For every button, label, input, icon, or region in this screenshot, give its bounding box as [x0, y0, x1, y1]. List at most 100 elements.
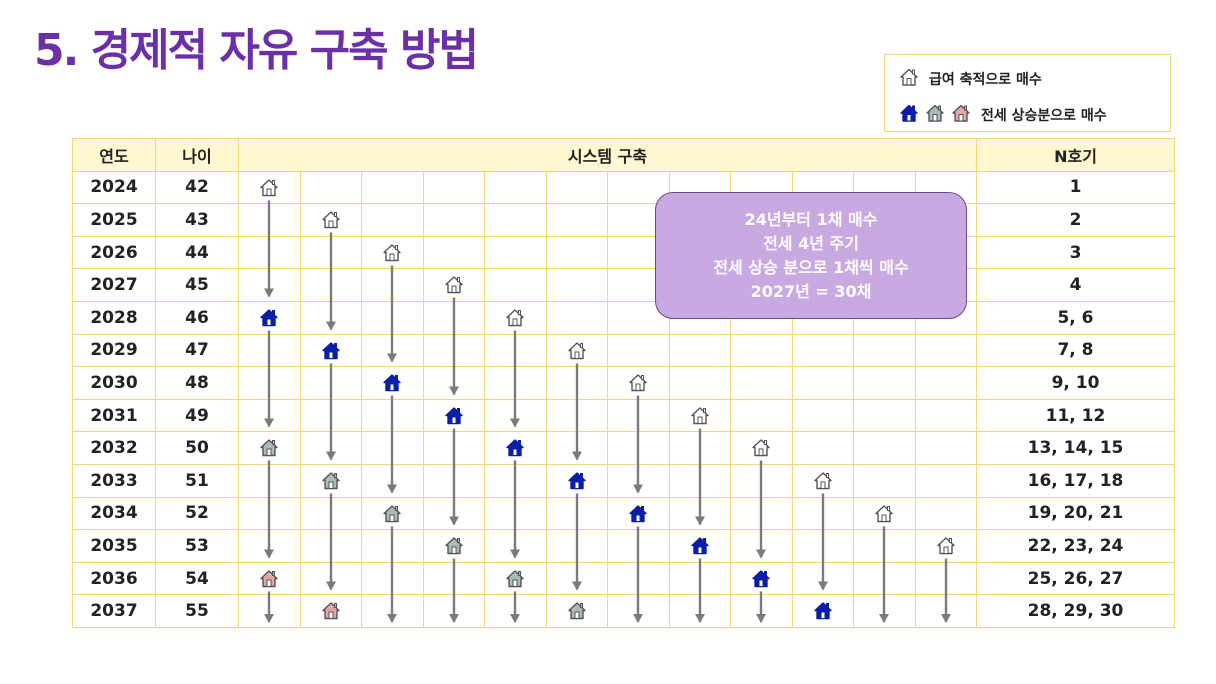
system-cell: [914, 496, 977, 531]
system-cell: [422, 529, 485, 563]
system-cell: [668, 398, 731, 433]
year-cell: 2030: [72, 366, 156, 400]
table-header-row: 연도 나이 시스템 구축 N호기: [72, 138, 1175, 172]
table-row: 2035 53 22, 23, 24: [72, 529, 1175, 563]
age-cell: 46: [155, 300, 239, 335]
system-cell: [668, 333, 731, 368]
system-cell: [484, 463, 547, 498]
system-cell: [853, 366, 916, 400]
system-cell: [791, 496, 854, 531]
system-cell: [545, 268, 608, 302]
system-cell: [853, 463, 916, 498]
system-cell: [484, 366, 547, 400]
system-cell: [299, 268, 362, 302]
system-cell: [545, 333, 608, 368]
table-row: 2031 49 11, 12: [72, 398, 1175, 433]
year-cell: 2029: [72, 333, 156, 368]
system-cell: [791, 561, 854, 596]
header-system: 시스템 구축: [238, 138, 977, 172]
table-row: 2029 47 7, 8: [72, 333, 1175, 368]
system-cell: [791, 529, 854, 563]
system-cell: [791, 333, 854, 368]
table-row: 2036 54 25, 26, 27: [72, 561, 1175, 596]
system-cell: [914, 333, 977, 368]
system-cell: [299, 561, 362, 596]
system-cell: [238, 561, 301, 596]
nth-cell: 22, 23, 24: [976, 529, 1175, 563]
table-row: 2024 42 1: [72, 170, 1175, 205]
system-cell: [730, 561, 793, 596]
system-cell: [545, 463, 608, 498]
system-cell: [730, 366, 793, 400]
legend-salary: 급여 축적으로 매수: [899, 67, 1042, 91]
system-cell: [545, 529, 608, 563]
system-cell: [545, 170, 608, 205]
table-row: 2030 48 9, 10: [72, 366, 1175, 400]
system-cell: [238, 203, 301, 237]
system-cell: [238, 300, 301, 335]
system-cell: [730, 529, 793, 563]
year-cell: 2026: [72, 235, 156, 270]
age-cell: 55: [155, 594, 239, 628]
system-cell: [914, 431, 977, 465]
legend-jeonse-label: 전세 상승분으로 매수: [981, 108, 1107, 124]
page-title: 5. 경제적 자유 구축 방법: [34, 25, 479, 76]
nth-cell: 25, 26, 27: [976, 561, 1175, 596]
header-year: 연도: [72, 138, 156, 172]
system-cell: [668, 529, 731, 563]
system-cell: [607, 561, 670, 596]
system-cell: [545, 594, 608, 628]
system-cell: [361, 268, 424, 302]
system-cell: [484, 235, 547, 270]
callout-line: 2027년 = 30채: [750, 281, 872, 301]
system-cell: [484, 333, 547, 368]
system-cell: [422, 496, 485, 531]
system-cell: [484, 203, 547, 237]
table-row: 2025 43 2: [72, 203, 1175, 237]
system-cell: [361, 203, 424, 237]
nth-cell: 19, 20, 21: [976, 496, 1175, 531]
system-cell: [730, 594, 793, 628]
nth-cell: 2: [976, 203, 1175, 237]
system-cell: [238, 463, 301, 498]
header-nth: N호기: [976, 138, 1175, 172]
system-cell: [238, 529, 301, 563]
system-cell: [545, 300, 608, 335]
system-cell: [668, 463, 731, 498]
system-cell: [422, 398, 485, 433]
system-cell: [299, 235, 362, 270]
system-cell: [238, 333, 301, 368]
nth-cell: 7, 8: [976, 333, 1175, 368]
nth-cell: 4: [976, 268, 1175, 302]
system-cell: [238, 398, 301, 433]
age-cell: 54: [155, 561, 239, 596]
system-table: 연도 나이 시스템 구축 N호기 2024 42 1 2025 43 2 2026 44 3 20…: [72, 138, 1175, 628]
system-cell: [914, 366, 977, 400]
system-cell: [422, 431, 485, 465]
year-cell: 2027: [72, 268, 156, 302]
system-cell: [730, 496, 793, 531]
age-cell: 43: [155, 203, 239, 237]
system-cell: [791, 463, 854, 498]
system-cell: [238, 170, 301, 205]
system-cell: [238, 431, 301, 465]
system-cell: [668, 561, 731, 596]
header-age: 나이: [155, 138, 239, 172]
age-cell: 47: [155, 333, 239, 368]
age-cell: 51: [155, 463, 239, 498]
system-cell: [422, 594, 485, 628]
system-cell: [422, 463, 485, 498]
year-cell: 2028: [72, 300, 156, 335]
system-cell: [607, 333, 670, 368]
system-cell: [361, 561, 424, 596]
table-row: 2026 44 3: [72, 235, 1175, 270]
nth-cell: 1: [976, 170, 1175, 205]
system-cell: [484, 594, 547, 628]
system-cell: [299, 496, 362, 531]
age-cell: 48: [155, 366, 239, 400]
system-cell: [607, 366, 670, 400]
system-cell: [914, 463, 977, 498]
age-cell: 42: [155, 170, 239, 205]
nth-cell: 11, 12: [976, 398, 1175, 433]
system-cell: [607, 463, 670, 498]
